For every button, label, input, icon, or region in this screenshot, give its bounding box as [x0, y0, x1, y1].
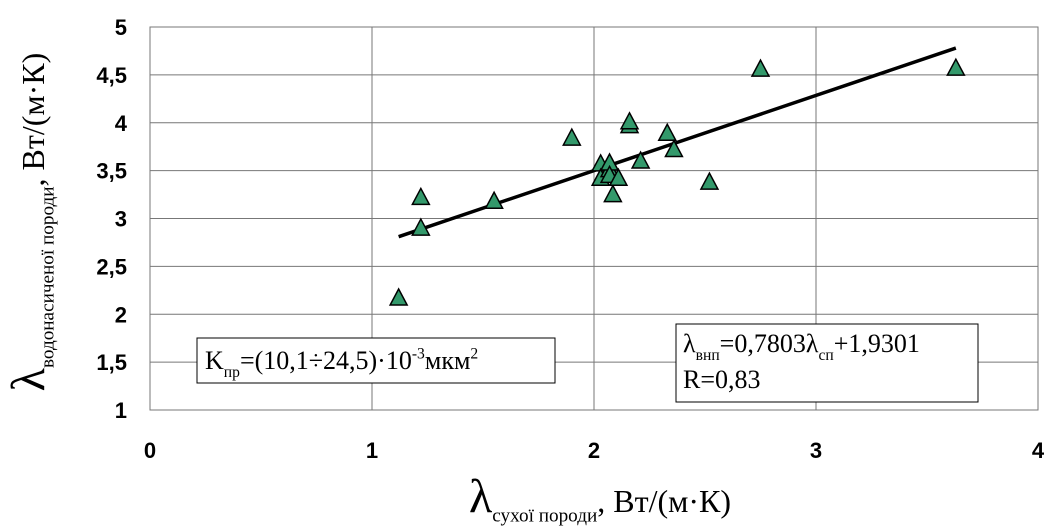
annotation-box [675, 323, 979, 403]
y-tick-label: 4,5 [96, 63, 127, 88]
text-part: внп [696, 347, 720, 364]
annotation-text: R=0,83 [683, 365, 761, 394]
point [946, 57, 966, 76]
text-part: λ [469, 470, 493, 523]
y-axis-label: λводонасиченої породи, Вт/(м·К) [2, 53, 59, 392]
text-part: , Вт/(м·К) [15, 53, 51, 187]
annotation-text: λвнп=0,7803λсп+1,9301 [683, 329, 920, 364]
annotation-text: Kпр=(10,1÷24,5)·10-3мкм2 [205, 346, 478, 381]
point [388, 287, 409, 306]
x-tick-label: 4 [1032, 438, 1045, 463]
text-part: =0,7803λ [720, 329, 819, 358]
text-part: R=0,83 [683, 365, 761, 394]
text-part: λ [683, 329, 696, 358]
point [664, 138, 684, 158]
y-tick-label: 5 [115, 15, 127, 40]
y-tick-label: 1 [115, 398, 127, 423]
annotation-box [196, 337, 556, 384]
y-axis-label-group: λводонасиченої породи, Вт/(м·К) [2, 53, 59, 392]
y-tick-label: 3 [115, 207, 127, 232]
text-part: 2 [470, 346, 478, 363]
point [630, 150, 651, 169]
y-tick-label: 2 [115, 302, 127, 327]
point [484, 190, 504, 210]
point [562, 127, 582, 146]
y-tick-label: 2,5 [96, 254, 127, 279]
point [603, 183, 623, 203]
y-tick-label: 1,5 [96, 350, 127, 375]
x-tick-label: 0 [144, 438, 156, 463]
trend-line [398, 46, 957, 239]
point [411, 217, 431, 236]
x-tick-label: 3 [810, 438, 822, 463]
point [608, 167, 629, 187]
plot-border [149, 26, 1039, 411]
text-part: сухої породи [492, 506, 597, 527]
x-tick-label: 1 [366, 438, 378, 463]
point [750, 58, 771, 77]
text-part: пр [224, 364, 240, 381]
x-axis-label: λсухої породи, Вт/(м·К) [469, 470, 731, 527]
point [699, 171, 720, 190]
point [619, 111, 640, 130]
text-part: K [205, 346, 224, 375]
point [411, 186, 431, 206]
text-part: -3 [412, 346, 425, 363]
text-part: , Вт/(м·К) [597, 483, 731, 519]
text-part: +1,9301 [834, 329, 920, 358]
text-part: водонасиченої породи [38, 186, 59, 368]
y-tick-label: 4 [115, 111, 128, 136]
text-part: мкм [425, 346, 471, 375]
point [657, 122, 678, 142]
y-tick-label: 3,5 [96, 159, 127, 184]
x-tick-label: 2 [588, 438, 600, 463]
text-part: =(10,1÷24,5)·10 [240, 346, 412, 375]
text-part: λ [2, 367, 55, 391]
text-part: сп [818, 347, 833, 364]
